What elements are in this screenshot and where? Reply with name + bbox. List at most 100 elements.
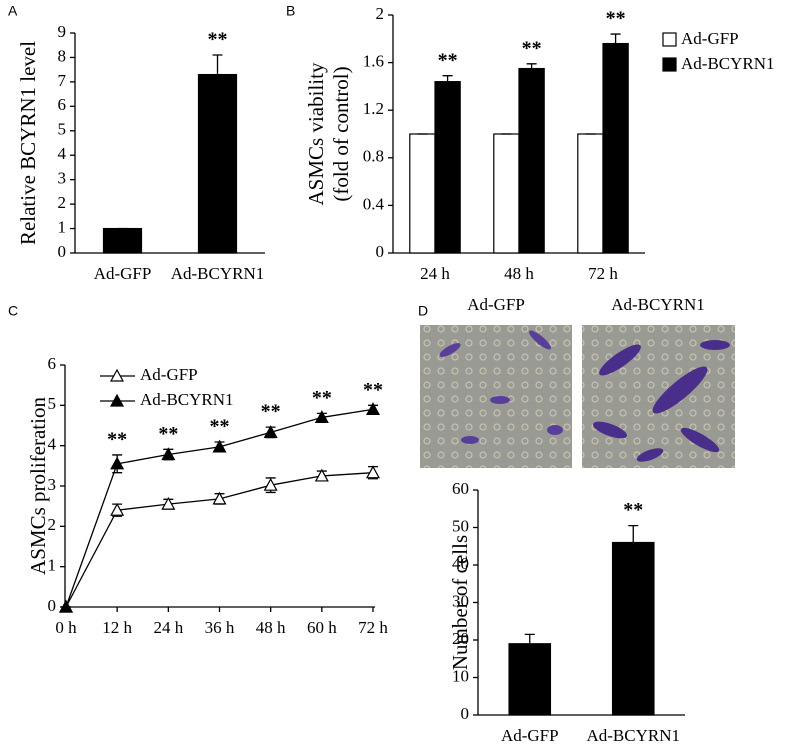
y-tick-label: 5 bbox=[48, 394, 57, 413]
legend-marker bbox=[109, 393, 125, 407]
significance: ** bbox=[208, 29, 228, 51]
x-tick-label: 36 h bbox=[205, 618, 235, 637]
significance: ** bbox=[522, 37, 542, 59]
significance: ** bbox=[623, 499, 643, 521]
legend-label: Ad-BCYRN1 bbox=[681, 54, 775, 73]
bar bbox=[493, 133, 520, 254]
x-tick-label: 72 h bbox=[358, 618, 388, 637]
y-tick-label: 7 bbox=[58, 71, 67, 90]
micrograph-gfp bbox=[420, 325, 572, 468]
y-tick-label: 1 bbox=[58, 217, 67, 236]
significance: ** bbox=[210, 416, 230, 438]
marker bbox=[365, 465, 381, 479]
panel-label: D bbox=[418, 303, 428, 319]
bar bbox=[508, 643, 552, 716]
y-tick-label: 0 bbox=[376, 242, 385, 261]
significance: ** bbox=[107, 429, 127, 451]
marker bbox=[314, 410, 329, 424]
image-label: Ad-BCYRN1 bbox=[611, 295, 705, 314]
marker bbox=[212, 491, 227, 505]
y-tick-label: 6 bbox=[58, 95, 67, 114]
y-tick-label: 2 bbox=[58, 193, 67, 212]
error-bar bbox=[212, 54, 223, 75]
x-tick-label: 24 h bbox=[420, 264, 450, 283]
x-tick-label: 24 h bbox=[153, 618, 183, 637]
y-tick-label: 3 bbox=[58, 169, 67, 188]
micrograph-bcyrn1 bbox=[582, 325, 735, 468]
y-tick-label: 50 bbox=[452, 516, 469, 535]
x-tick-label: 72 h bbox=[588, 264, 618, 283]
y-tick-label: 0 bbox=[58, 242, 67, 261]
y-axis-label: (fold of control) bbox=[329, 66, 353, 201]
x-tick-label: 48 h bbox=[504, 264, 534, 283]
bar bbox=[102, 227, 143, 254]
panel-label: B bbox=[286, 3, 295, 19]
y-axis-label: ASMCs proliferation bbox=[26, 397, 50, 575]
significance: ** bbox=[606, 8, 626, 30]
y-tick-label: 3 bbox=[48, 475, 57, 494]
panel-label: A bbox=[8, 3, 18, 19]
significance: ** bbox=[438, 49, 458, 71]
marker bbox=[110, 456, 125, 470]
significance: ** bbox=[261, 401, 281, 423]
y-tick-label: 10 bbox=[452, 666, 469, 685]
error-bar bbox=[524, 633, 535, 644]
y-tick-label: 5 bbox=[58, 120, 67, 139]
legend-marker bbox=[109, 368, 125, 382]
y-tick-label: 30 bbox=[452, 591, 469, 610]
legend-label: Ad-BCYRN1 bbox=[140, 390, 234, 409]
legend-label: Ad-GFP bbox=[681, 29, 739, 48]
y-tick-label: 0.8 bbox=[363, 147, 384, 166]
y-tick-label: 4 bbox=[58, 144, 67, 163]
y-tick-label: 2 bbox=[376, 4, 385, 23]
x-tick-label: 0 h bbox=[55, 618, 77, 637]
marker bbox=[212, 439, 227, 453]
bar bbox=[577, 133, 604, 254]
y-tick-label: 0 bbox=[461, 704, 470, 723]
error-bar bbox=[442, 75, 453, 82]
x-tick-label: 60 h bbox=[307, 618, 337, 637]
y-tick-label: 20 bbox=[452, 629, 469, 648]
y-axis-label: Number of cells bbox=[448, 535, 472, 670]
legend-label: Ad-GFP bbox=[140, 365, 198, 384]
marker bbox=[263, 425, 278, 438]
error-bar bbox=[610, 33, 621, 44]
y-axis-label: ASMCs viability bbox=[304, 62, 328, 205]
y-axis-label: Relative BCYRN1 level bbox=[16, 41, 40, 245]
y-tick-label: 0 bbox=[48, 596, 57, 615]
x-tick-label: Ad-GFP bbox=[94, 264, 152, 283]
bar bbox=[611, 541, 655, 716]
bar bbox=[602, 42, 629, 254]
significance: ** bbox=[312, 387, 332, 409]
bar bbox=[518, 67, 545, 254]
marker bbox=[161, 447, 176, 461]
x-tick-label: 12 h bbox=[102, 618, 132, 637]
legend-swatch bbox=[662, 32, 677, 47]
y-tick-label: 8 bbox=[58, 46, 67, 65]
y-tick-label: 6 bbox=[48, 354, 57, 373]
marker bbox=[314, 468, 329, 482]
bar bbox=[197, 73, 238, 254]
y-tick-label: 1.6 bbox=[363, 52, 384, 71]
y-tick-label: 0.4 bbox=[363, 194, 385, 213]
marker bbox=[58, 599, 74, 613]
y-tick-label: 2 bbox=[48, 515, 57, 534]
y-tick-label: 40 bbox=[452, 554, 469, 573]
y-tick-label: 1.2 bbox=[363, 99, 384, 118]
marker bbox=[365, 402, 381, 415]
y-tick-label: 4 bbox=[48, 435, 57, 454]
x-tick-label: Ad-GFP bbox=[501, 726, 559, 745]
error-bar bbox=[526, 63, 537, 69]
error-bar bbox=[628, 524, 639, 543]
marker bbox=[263, 477, 278, 491]
bar bbox=[409, 133, 436, 254]
x-tick-label: Ad-BCYRN1 bbox=[171, 264, 265, 283]
marker bbox=[110, 502, 125, 516]
image-label: Ad-GFP bbox=[467, 295, 525, 314]
x-tick-label: Ad-BCYRN1 bbox=[586, 726, 680, 745]
significance: ** bbox=[363, 379, 383, 401]
y-tick-label: 60 bbox=[452, 479, 469, 498]
panel-label: C bbox=[8, 303, 18, 319]
bar bbox=[434, 81, 461, 254]
